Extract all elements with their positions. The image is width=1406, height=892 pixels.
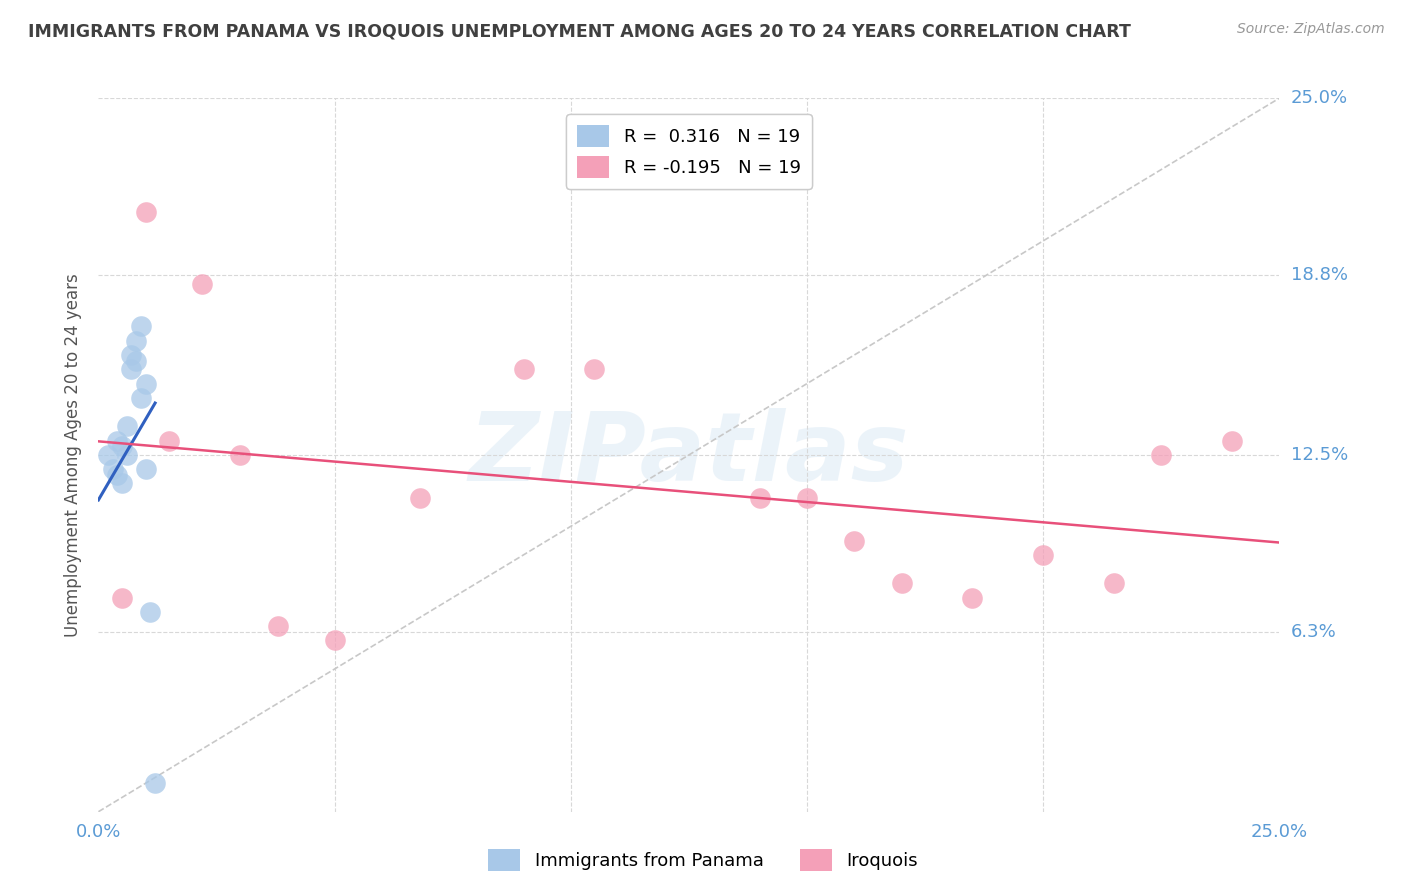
Point	[1102, 576, 1125, 591]
Point	[97, 448, 120, 462]
Legend: Immigrants from Panama, Iroquois: Immigrants from Panama, Iroquois	[481, 842, 925, 879]
Point	[111, 476, 134, 491]
Point	[111, 591, 134, 605]
Point	[1150, 448, 1173, 462]
Point	[125, 334, 148, 348]
Point	[796, 491, 818, 505]
Text: 25.0%: 25.0%	[1291, 89, 1348, 107]
Point	[115, 419, 138, 434]
Text: 12.5%: 12.5%	[1291, 446, 1348, 464]
Point	[890, 576, 912, 591]
Text: ZIPatlas: ZIPatlas	[468, 409, 910, 501]
Point	[135, 462, 157, 476]
Point	[139, 605, 162, 619]
Point	[121, 348, 143, 362]
Point	[583, 362, 606, 376]
Legend: R =  0.316   N = 19, R = -0.195   N = 19: R = 0.316 N = 19, R = -0.195 N = 19	[567, 114, 811, 189]
Point	[105, 434, 128, 448]
Point	[121, 362, 143, 376]
Point	[115, 448, 138, 462]
Point	[129, 391, 152, 405]
Text: 18.8%: 18.8%	[1291, 266, 1347, 284]
Point	[1220, 434, 1243, 448]
Point	[229, 448, 252, 462]
Text: 6.3%: 6.3%	[1291, 623, 1336, 640]
Point	[267, 619, 290, 633]
Point	[1032, 548, 1054, 562]
Point	[125, 353, 148, 368]
Point	[135, 376, 157, 391]
Point	[748, 491, 770, 505]
Point	[143, 776, 166, 790]
Point	[129, 319, 152, 334]
Point	[191, 277, 214, 291]
Point	[105, 467, 128, 482]
Text: IMMIGRANTS FROM PANAMA VS IROQUOIS UNEMPLOYMENT AMONG AGES 20 TO 24 YEARS CORREL: IMMIGRANTS FROM PANAMA VS IROQUOIS UNEMP…	[28, 22, 1130, 40]
Point	[111, 439, 134, 453]
Point	[512, 362, 534, 376]
Y-axis label: Unemployment Among Ages 20 to 24 years: Unemployment Among Ages 20 to 24 years	[63, 273, 82, 637]
Point	[299, 62, 322, 77]
Point	[101, 462, 124, 476]
Point	[135, 205, 157, 219]
Point	[844, 533, 866, 548]
Point	[962, 591, 984, 605]
Point	[408, 491, 430, 505]
Text: Source: ZipAtlas.com: Source: ZipAtlas.com	[1237, 22, 1385, 37]
Point	[157, 434, 180, 448]
Point	[323, 633, 346, 648]
